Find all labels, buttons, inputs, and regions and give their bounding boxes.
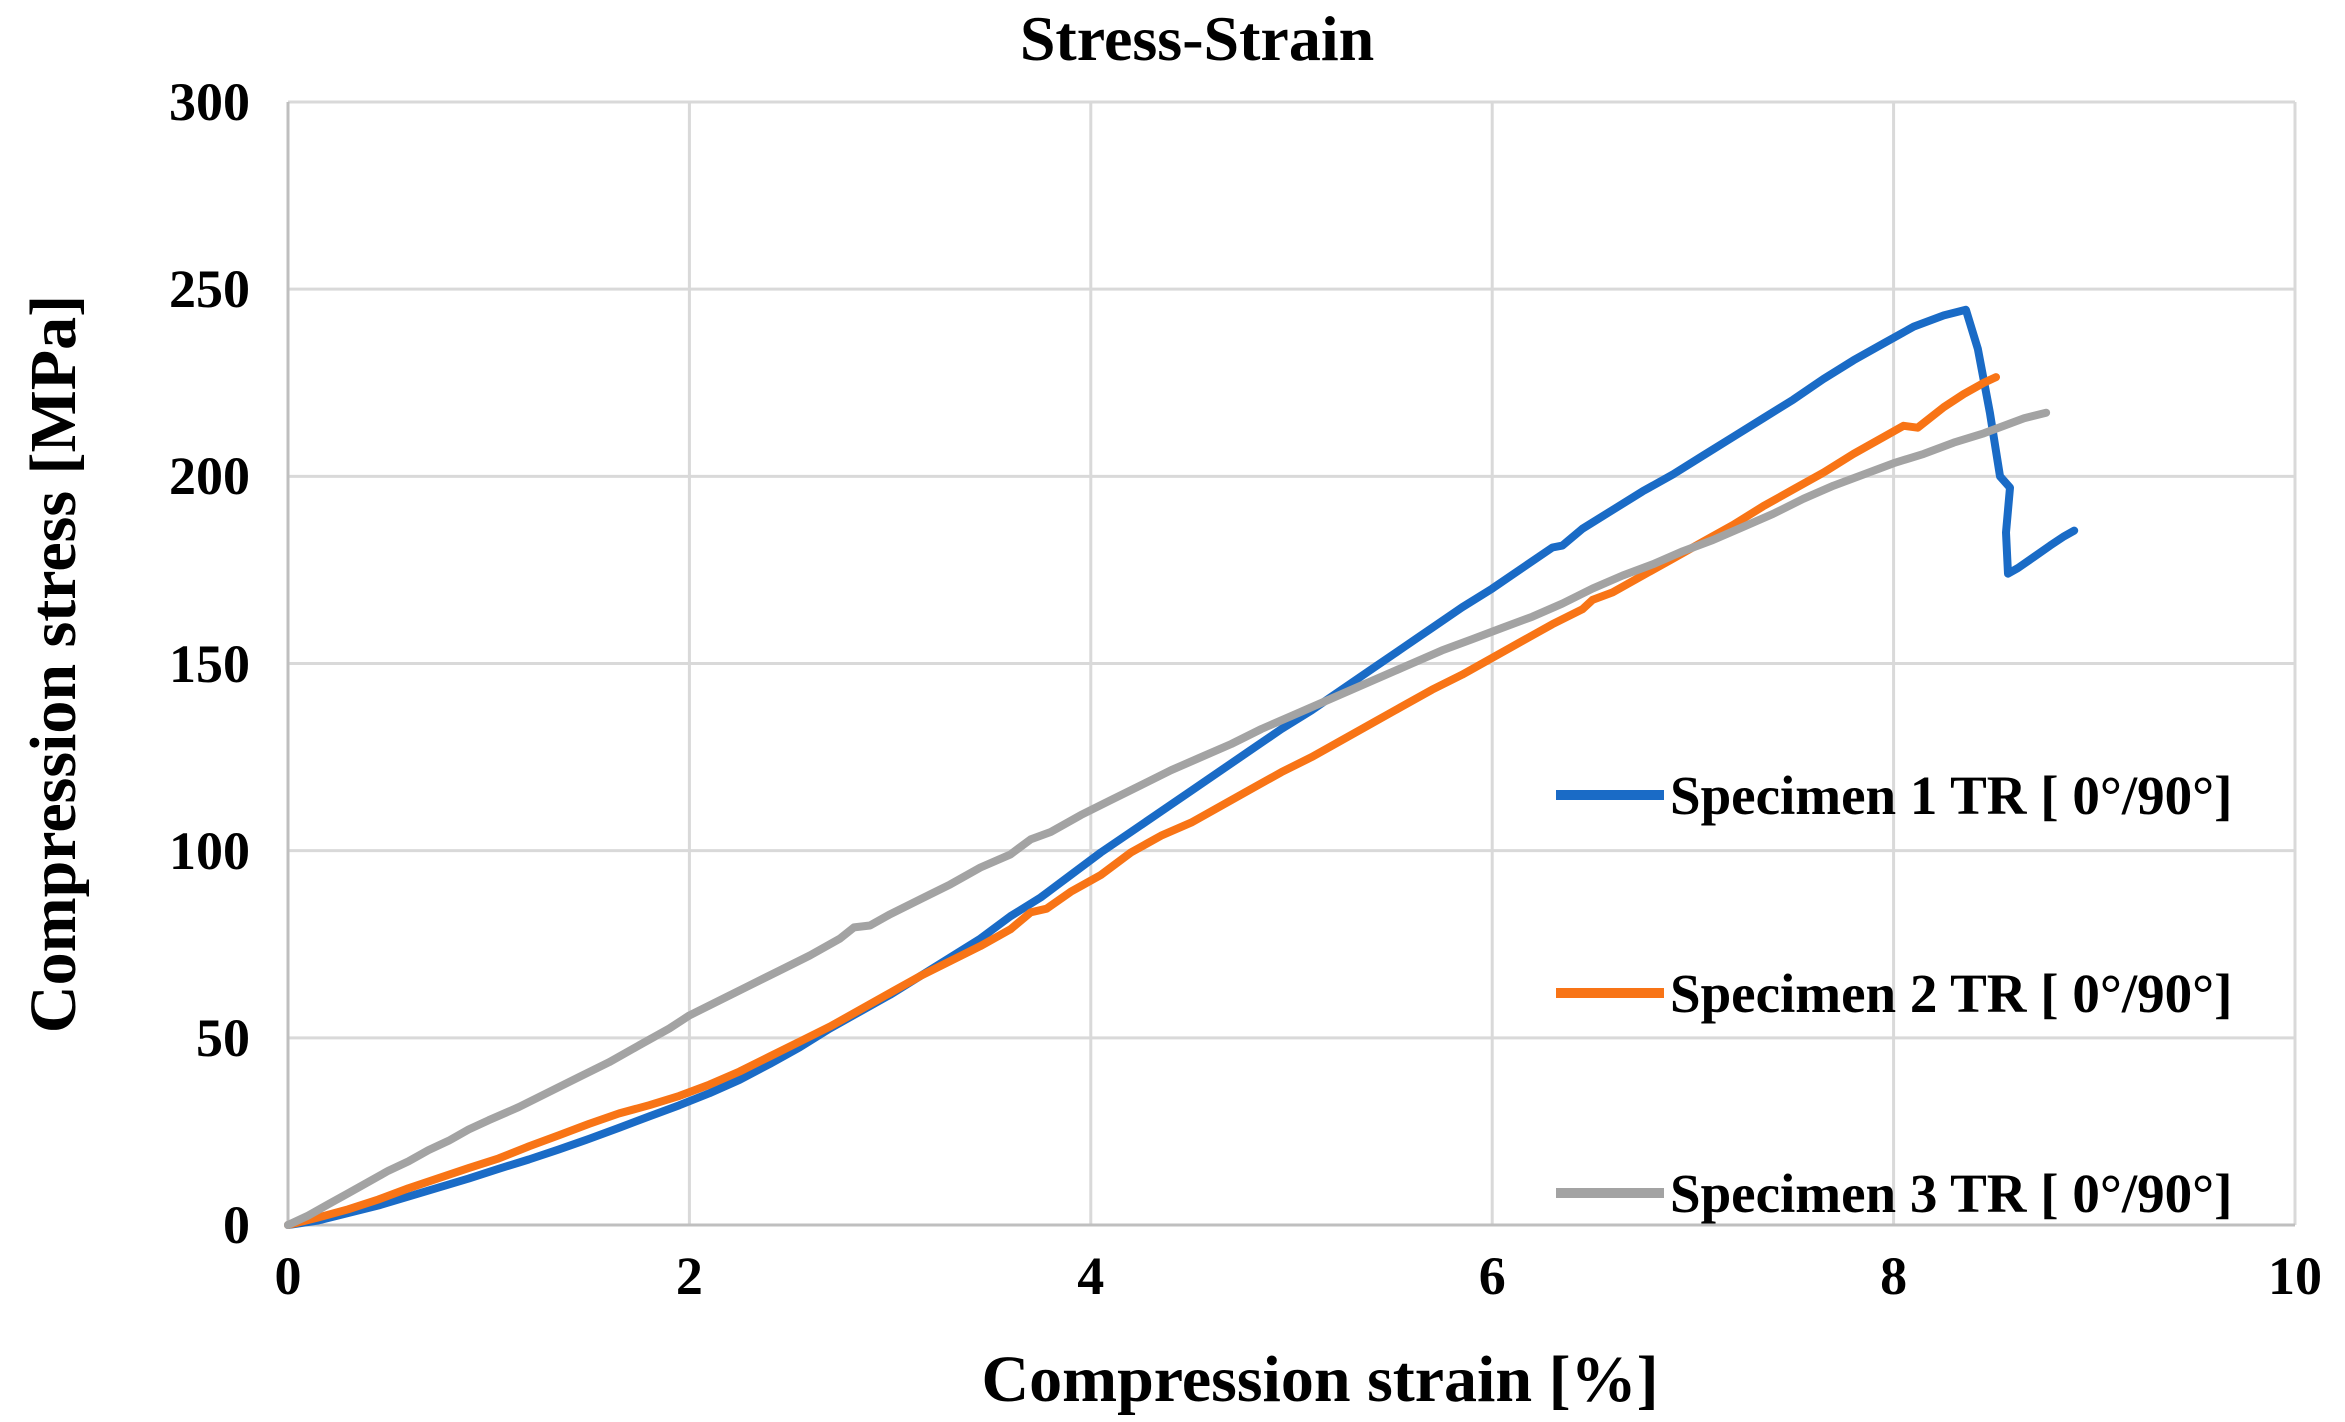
legend-label: Specimen 3 TR [ 0°/90°] bbox=[1670, 1162, 2233, 1224]
x-tick-label: 4 bbox=[1077, 1246, 1105, 1306]
legend-item-3: Specimen 3 TR [ 0°/90°] bbox=[1556, 1158, 2232, 1228]
series-line-2 bbox=[284, 373, 2000, 1229]
legend-label: Specimen 1 TR [ 0°/90°] bbox=[1670, 764, 2233, 826]
y-tick-label: 0 bbox=[223, 1195, 250, 1255]
y-tick-label: 300 bbox=[169, 72, 250, 132]
x-axis-title: Compression strain [%] bbox=[981, 1343, 1659, 1416]
x-tick-label: 2 bbox=[675, 1246, 703, 1306]
legend-item-2: Specimen 2 TR [ 0°/90°] bbox=[1556, 958, 2232, 1028]
y-tick-label: 250 bbox=[169, 259, 250, 320]
legend-line-swatch bbox=[1556, 988, 1664, 998]
x-tick-label: 8 bbox=[1880, 1246, 1908, 1306]
legend-item-1: Specimen 1 TR [ 0°/90°] bbox=[1556, 760, 2232, 830]
y-tick-label: 50 bbox=[196, 1007, 250, 1068]
y-tick-label: 150 bbox=[169, 633, 250, 694]
x-tick-label: 0 bbox=[274, 1246, 302, 1306]
series-line-3 bbox=[284, 408, 2051, 1229]
legend-line-swatch bbox=[1556, 790, 1664, 800]
legend-label: Specimen 2 TR [ 0°/90°] bbox=[1670, 962, 2233, 1024]
legend-line-swatch bbox=[1556, 1188, 1664, 1198]
x-tick-label: 10 bbox=[2268, 1246, 2322, 1306]
y-tick-label: 200 bbox=[169, 446, 250, 507]
x-tick-label: 6 bbox=[1478, 1246, 1506, 1306]
chart-title: Stress-Strain bbox=[1019, 3, 1375, 74]
y-tick-label: 100 bbox=[169, 820, 250, 881]
